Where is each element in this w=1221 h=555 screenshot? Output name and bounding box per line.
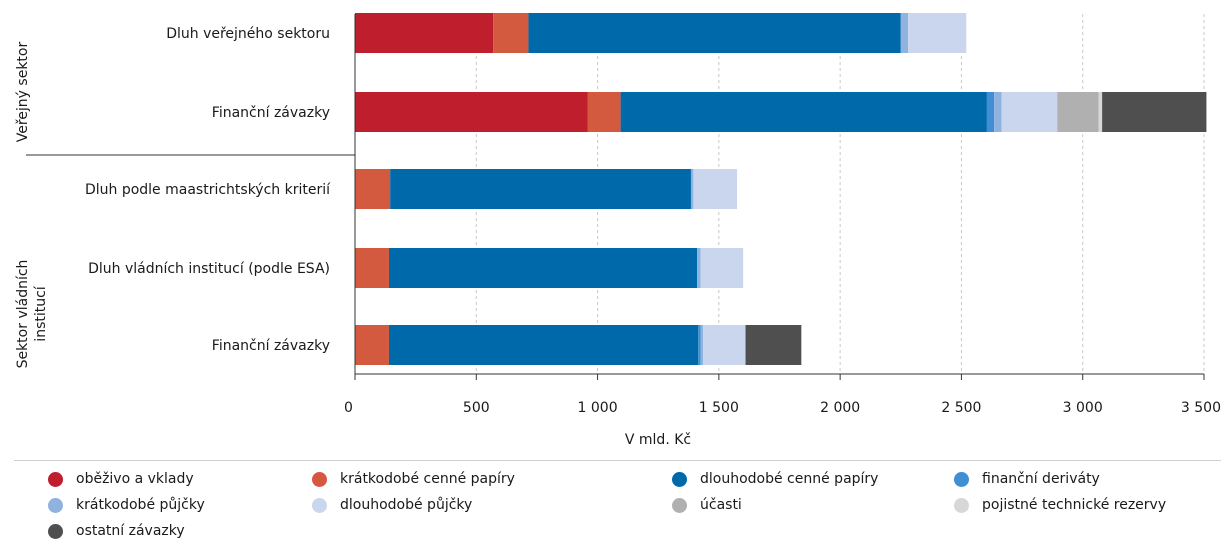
group-label-sektor-vladnich-instituci: Sektor vládních institucí (15, 260, 49, 369)
bar-segment (355, 325, 389, 365)
bar-segment (355, 248, 389, 288)
legend-swatch (312, 471, 327, 487)
legend-swatch (672, 471, 687, 487)
bar-segment (994, 92, 1002, 132)
legend-swatch (672, 497, 687, 513)
bar-segment (1102, 92, 1207, 132)
legend-item: dlouhodobé cenné papíry (672, 471, 878, 487)
x-tick-label: 0 (344, 400, 353, 416)
group-label-verejny-sektor: Veřejný sektor (15, 42, 31, 143)
bar-segment (900, 13, 909, 53)
bar-segment (908, 13, 967, 53)
legend-label: oběživo a vklady (76, 471, 194, 487)
stacked-bar-chart: Dluh veřejného sektoru Finanční závazky Dl… (15, 13, 1221, 448)
legend-label: pojistné technické rezervy (982, 497, 1167, 513)
bar-segment (528, 13, 901, 53)
bar-segment (620, 92, 987, 132)
legend-label: finanční deriváty (982, 471, 1100, 487)
legend-swatch (954, 497, 969, 513)
bar-segment (388, 325, 699, 365)
bar-segment (355, 13, 494, 53)
legend-swatch (48, 523, 63, 539)
legend-item: krátkodobé půjčky (48, 497, 205, 513)
legend: oběživo a vklady krátkodobé cenné papíry d… (14, 460, 1221, 555)
legend-swatch (312, 497, 327, 513)
x-tick-label: 2 000 (820, 400, 860, 416)
bar-segment (1057, 92, 1099, 132)
legend-label: krátkodobé půjčky (76, 497, 205, 513)
bar-segment (693, 169, 738, 209)
legend-label: účasti (700, 497, 742, 513)
legend-item: ostatní závazky (48, 523, 185, 539)
category-label: Finanční závazky (212, 338, 330, 354)
x-tick-label: 500 (463, 400, 490, 416)
legend-swatch (48, 471, 63, 487)
category-label: Finanční závazky (212, 105, 330, 121)
bar-segment (745, 325, 802, 365)
bar-segment (1098, 92, 1103, 132)
legend-label: dlouhodobé cenné papíry (700, 471, 879, 487)
legend-label: krátkodobé cenné papíry (340, 471, 515, 487)
category-label: Dluh podle maastrichtských kriterií (85, 182, 331, 198)
x-tick-label: 1 500 (699, 400, 739, 416)
bar-segment (390, 169, 691, 209)
bar-segment (690, 169, 694, 209)
bar-segment (493, 13, 529, 53)
legend-label: ostatní závazky (76, 523, 185, 539)
legend-item: dlouhodobé půjčky (312, 497, 472, 513)
legend-swatch (954, 471, 969, 487)
x-tick-label: 1 000 (578, 400, 618, 416)
category-label: Dluh vládních institucí (podle ESA) (88, 261, 330, 277)
legend-swatch (48, 497, 63, 513)
bar-segment (700, 248, 744, 288)
x-tick-label: 3 500 (1181, 400, 1221, 416)
legend-item: oběživo a vklady (48, 471, 194, 487)
bar-segment (697, 248, 701, 288)
legend-item: krátkodobé cenné papíry (312, 471, 515, 487)
bar-segment (587, 92, 621, 132)
legend-item: účasti (672, 497, 742, 513)
x-tick-label: 2 500 (941, 400, 981, 416)
x-axis-title: V mld. Kč (625, 432, 691, 448)
bar-segment (388, 248, 698, 288)
legend-item: finanční deriváty (954, 471, 1100, 487)
bar-segment (700, 325, 704, 365)
legend-item: pojistné technické rezervy (954, 497, 1166, 513)
bar-segment (698, 325, 701, 365)
x-tick-label: 3 000 (1063, 400, 1103, 416)
bar-segment (355, 92, 588, 132)
bar-segment (703, 325, 746, 365)
category-label: Dluh veřejného sektoru (166, 26, 330, 42)
legend-label: dlouhodobé půjčky (340, 497, 473, 513)
bar-segment (355, 169, 391, 209)
bar-segment (1001, 92, 1058, 132)
bar-segment (986, 92, 995, 132)
